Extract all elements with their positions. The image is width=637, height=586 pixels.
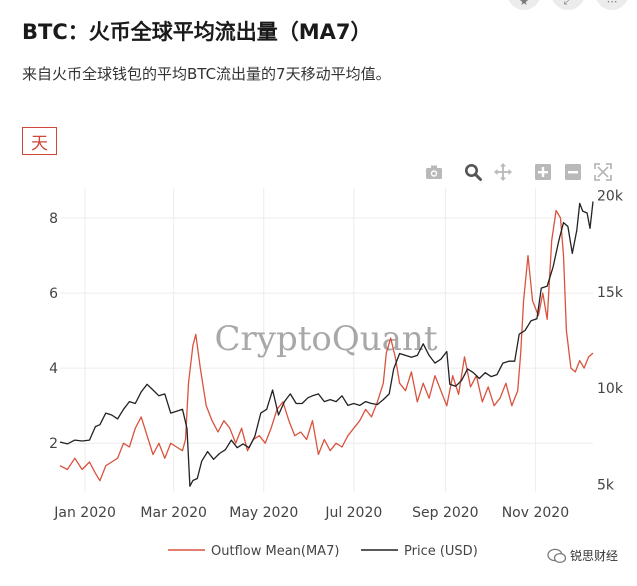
zoom-out-icon[interactable] — [563, 162, 583, 182]
y-right-tick-label: 10k — [597, 381, 624, 397]
brand-name: 锐思财经 — [570, 549, 619, 563]
zoom-icon[interactable] — [463, 162, 483, 182]
outflow-line[interactable] — [59, 209, 594, 482]
x-tick-label: Jan 2020 — [53, 505, 116, 521]
expand-icon[interactable]: ⤢ — [551, 0, 585, 10]
camera-icon[interactable] — [424, 162, 444, 182]
price-line[interactable] — [59, 201, 594, 487]
brand-badge: 锐思财经 — [547, 547, 618, 564]
y-right-tick-labels: 5k 10k 15k 20k — [597, 189, 624, 494]
zoom-in-icon[interactable] — [533, 162, 553, 182]
series-layer — [59, 201, 594, 487]
more-icon[interactable]: ⋯ — [595, 0, 629, 10]
legend-label-outflow: Outflow Mean(MA7) — [211, 544, 339, 559]
y-right-tick-label: 15k — [597, 285, 624, 301]
legend[interactable]: Outflow Mean(MA7) Price (USD) — [168, 544, 478, 559]
chart-modebar — [420, 160, 620, 184]
y-right-tick-label: 5k — [597, 477, 615, 493]
page-title: BTC：火币全球平均流出量（MA7） — [22, 20, 372, 44]
y-left-tick-label: 4 — [49, 361, 58, 377]
x-tick-label: Mar 2020 — [140, 505, 207, 521]
x-tick-labels: Jan 2020 Mar 2020 May 2020 Jul 2020 Sep 2020… — [53, 505, 569, 521]
y-left-tick-labels: 2 4 6 8 — [49, 211, 58, 452]
wechat-icon — [547, 548, 567, 563]
y-right-tick-label: 20k — [597, 189, 624, 205]
chart-description: 来自火币全球钱包的平均BTC流出量的7天移动平均值。 — [22, 65, 391, 83]
y-left-tick-label: 2 — [49, 436, 58, 452]
x-tick-label: Jul 2020 — [324, 505, 382, 521]
period-day-button[interactable]: 天 — [22, 127, 57, 155]
y-left-tick-label: 8 — [49, 211, 58, 227]
watermark: CryptoQuant — [215, 319, 438, 359]
top-toolbar: ★ ⤢ ⋯ — [507, 0, 629, 10]
autoscale-icon[interactable] — [593, 162, 613, 182]
x-tick-label: Sep 2020 — [412, 505, 478, 521]
star-icon[interactable]: ★ — [507, 0, 541, 10]
y-left-tick-label: 6 — [49, 286, 58, 302]
x-tick-label: May 2020 — [229, 505, 298, 521]
pan-icon[interactable] — [493, 162, 513, 182]
legend-label-price: Price (USD) — [404, 544, 478, 559]
x-tick-label: Nov 2020 — [502, 505, 569, 521]
